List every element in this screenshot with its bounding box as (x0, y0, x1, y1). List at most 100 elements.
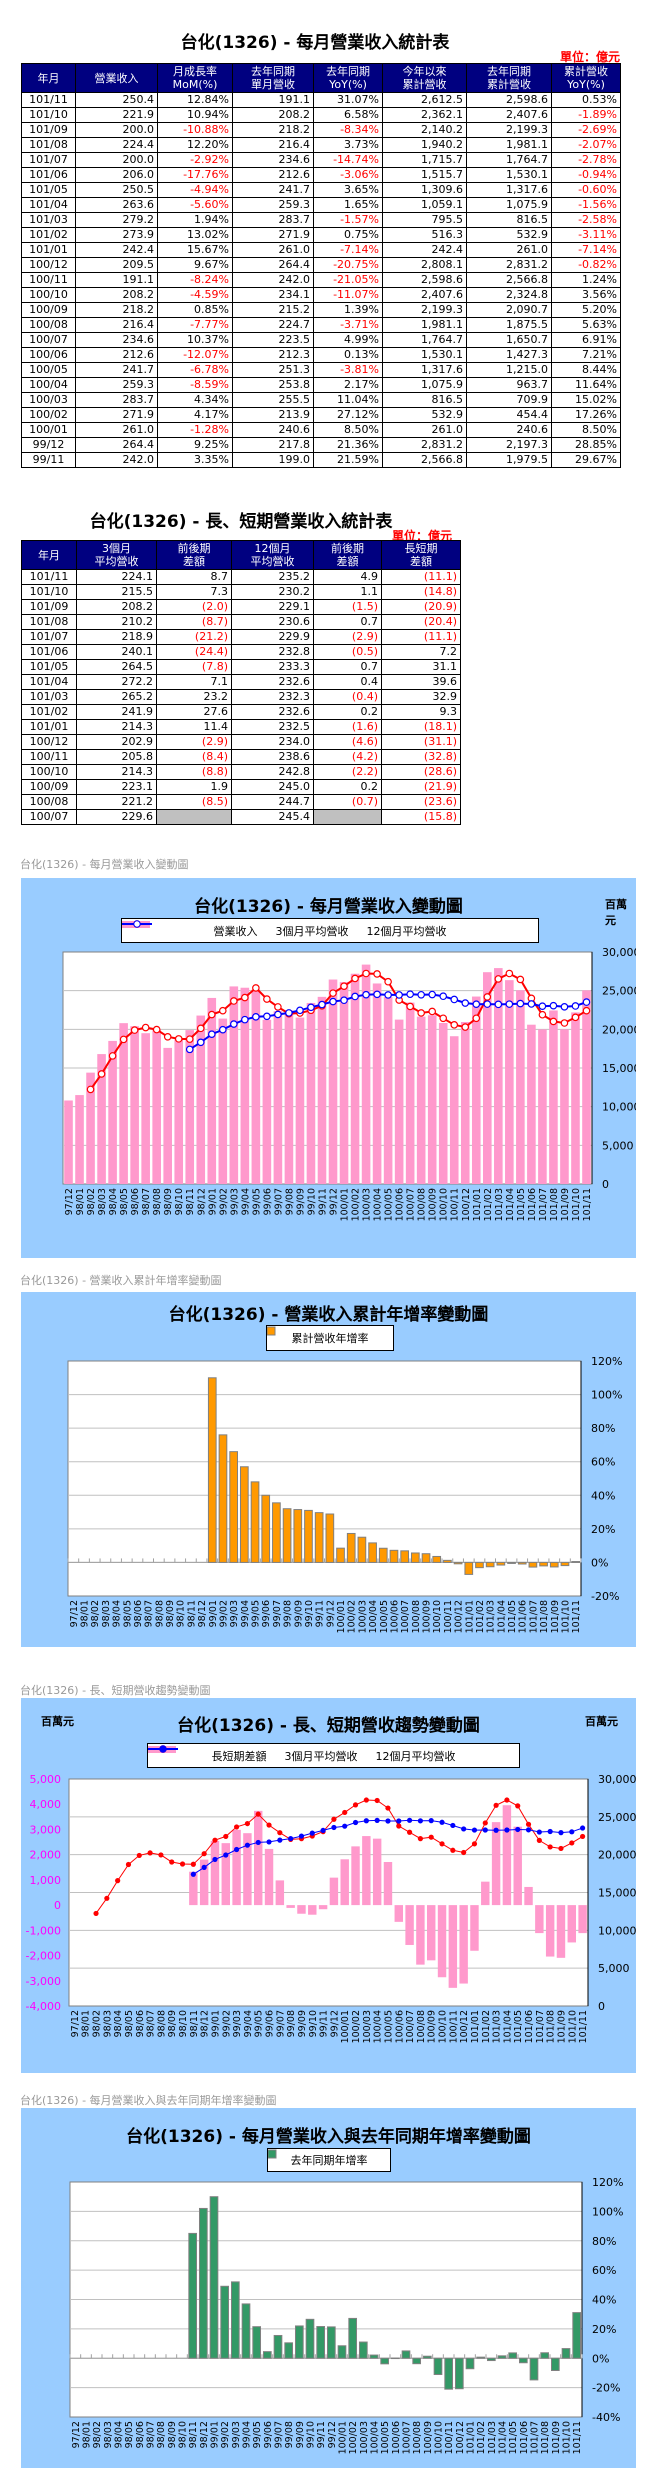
x-tick-label: 99/04 (242, 2421, 253, 2448)
line-point (351, 992, 359, 1001)
year-month-cell: 101/04 (21, 197, 76, 213)
value-cell: 11.64% (551, 377, 621, 393)
monthly-revenue-chart: 0 5,000 10,000 15,000 20,000 25,000 30,000 97/1… (21, 878, 636, 1258)
line-point (207, 1030, 216, 1039)
value-cell: 27.6 (156, 704, 232, 720)
value-cell: (0.7) (313, 794, 382, 810)
value-cell: 264.5 (76, 659, 157, 675)
value-cell: 1,940.2 (382, 137, 467, 153)
line-point (331, 1824, 337, 1831)
x-tick-label: 99/05 (251, 1188, 262, 1215)
value-cell: -2.92% (157, 152, 233, 168)
line-point (385, 1805, 391, 1811)
value-cell: 11.4 (156, 719, 232, 735)
x-tick-label: 100/11 (443, 1600, 454, 1633)
value-cell: (21.2) (156, 629, 232, 645)
longshort-trend-chart-svg: 0 5,000 10,000 15,000 20,000 25,000 30,000 -4,0… (26, 1773, 636, 2043)
monthly-revenue-chart-svg: 0 5,000 10,000 15,000 20,000 25,000 30,000 97/1… (62, 946, 636, 1221)
x-tick-label: 98/08 (156, 2421, 167, 2448)
value-cell: 1,075.9 (466, 197, 552, 213)
bar (174, 1039, 184, 1184)
column-header: 營業收入 (75, 63, 158, 93)
line-point (252, 984, 260, 992)
year-month-cell: 100/11 (21, 749, 77, 765)
value-cell: 31.07% (313, 92, 383, 108)
x-tick-label: 100/09 (427, 2010, 438, 2043)
line-point (461, 1849, 467, 1856)
line-point (298, 1833, 305, 1839)
line-point (406, 990, 414, 999)
line-point (93, 1910, 99, 1917)
value-cell: 10.37% (157, 332, 233, 348)
value-cell: -3.71% (313, 317, 383, 333)
bar (232, 1829, 241, 1906)
value-cell: 1.39% (313, 302, 383, 318)
bar (357, 1536, 367, 1563)
bar (433, 2357, 443, 2376)
y-tick-label: 60% (591, 1456, 615, 1469)
year-month-cell: 101/05 (21, 659, 77, 675)
value-cell: 261.0 (232, 242, 314, 258)
table-row: 100/06 212.6 -12.07% 212.3 0.13% 1,530.1 1,427… (21, 347, 621, 363)
bar (443, 1559, 452, 1563)
value-cell: 230.2 (231, 584, 314, 600)
bar (273, 1011, 283, 1184)
value-cell: (2.0) (156, 599, 232, 615)
x-tick-label: 98/03 (103, 2421, 114, 2448)
x-tick-label: 99/07 (275, 2010, 286, 2037)
x-tick-label: 98/02 (92, 2010, 103, 2037)
value-cell: 205.8 (76, 749, 157, 765)
value-cell: -0.82% (551, 257, 621, 273)
line-point (396, 1818, 402, 1824)
line-point (417, 1818, 424, 1824)
bar (293, 1509, 303, 1563)
line-point (266, 1822, 272, 1828)
bar (304, 1509, 313, 1563)
year-month-cell: 101/06 (21, 167, 76, 183)
line-point (233, 1846, 240, 1853)
header-line-1: 前後期 (331, 542, 364, 555)
x-tick-label: 101/03 (492, 2010, 503, 2043)
line-point (207, 1010, 216, 1019)
value-cell: 279.2 (75, 212, 158, 228)
year-month-cell: 100/10 (21, 287, 76, 303)
x-tick-label: 98/11 (188, 2421, 199, 2448)
line-point (483, 993, 492, 1001)
bar (394, 1905, 403, 1922)
value-cell: 224.1 (76, 569, 157, 585)
x-tick-label: 101/04 (498, 2421, 509, 2454)
bar (308, 1905, 317, 1915)
bar (262, 2351, 272, 2359)
x-tick-label: 100/06 (394, 2010, 405, 2043)
x-tick-label: 100/04 (370, 2421, 381, 2454)
line-point (428, 1818, 434, 1824)
line-point (547, 1844, 553, 1850)
line-point (307, 1003, 315, 1012)
value-cell: 3.35% (157, 452, 233, 468)
year-month-cell: 101/03 (21, 689, 77, 705)
value-cell: -14.74% (313, 152, 383, 168)
bar (491, 1822, 501, 1906)
cumulative-yoy-chart: -20% 0% 20% 40% 60% 80% 100% 120% 97/12 98/01 98/0… (21, 1292, 636, 1647)
value-cell: (23.6) (381, 794, 461, 810)
value-cell: 15.02% (551, 392, 621, 408)
value-cell: 39.6 (381, 674, 461, 690)
bar (481, 1881, 490, 1906)
value-cell: -10.88% (157, 122, 233, 138)
chart4-legend: 去年同期年增率 (267, 2148, 391, 2172)
bar (540, 2352, 550, 2359)
x-tick-label: 97/12 (64, 1188, 75, 1215)
table-row: 101/03 265.2 23.2 232.3 (0.4) 32.9 (21, 689, 461, 705)
chart1-title: 台化(1326) - 每月營業收入變動圖 (194, 897, 463, 917)
legend-item: 3個月平均營收 (122, 920, 349, 939)
x-tick-label: 99/11 (315, 1600, 326, 1627)
x-tick-label: 100/06 (391, 2421, 402, 2454)
line-point (439, 992, 448, 1001)
x-tick-label: 100/07 (406, 1188, 417, 1221)
year-month-cell: 100/02 (21, 407, 76, 423)
line-point (472, 1014, 481, 1023)
value-cell: (15.8) (381, 809, 461, 825)
header-line-2: 平均營收 (94, 555, 139, 568)
bar (401, 2350, 411, 2359)
year-month-cell: 101/03 (21, 212, 76, 228)
